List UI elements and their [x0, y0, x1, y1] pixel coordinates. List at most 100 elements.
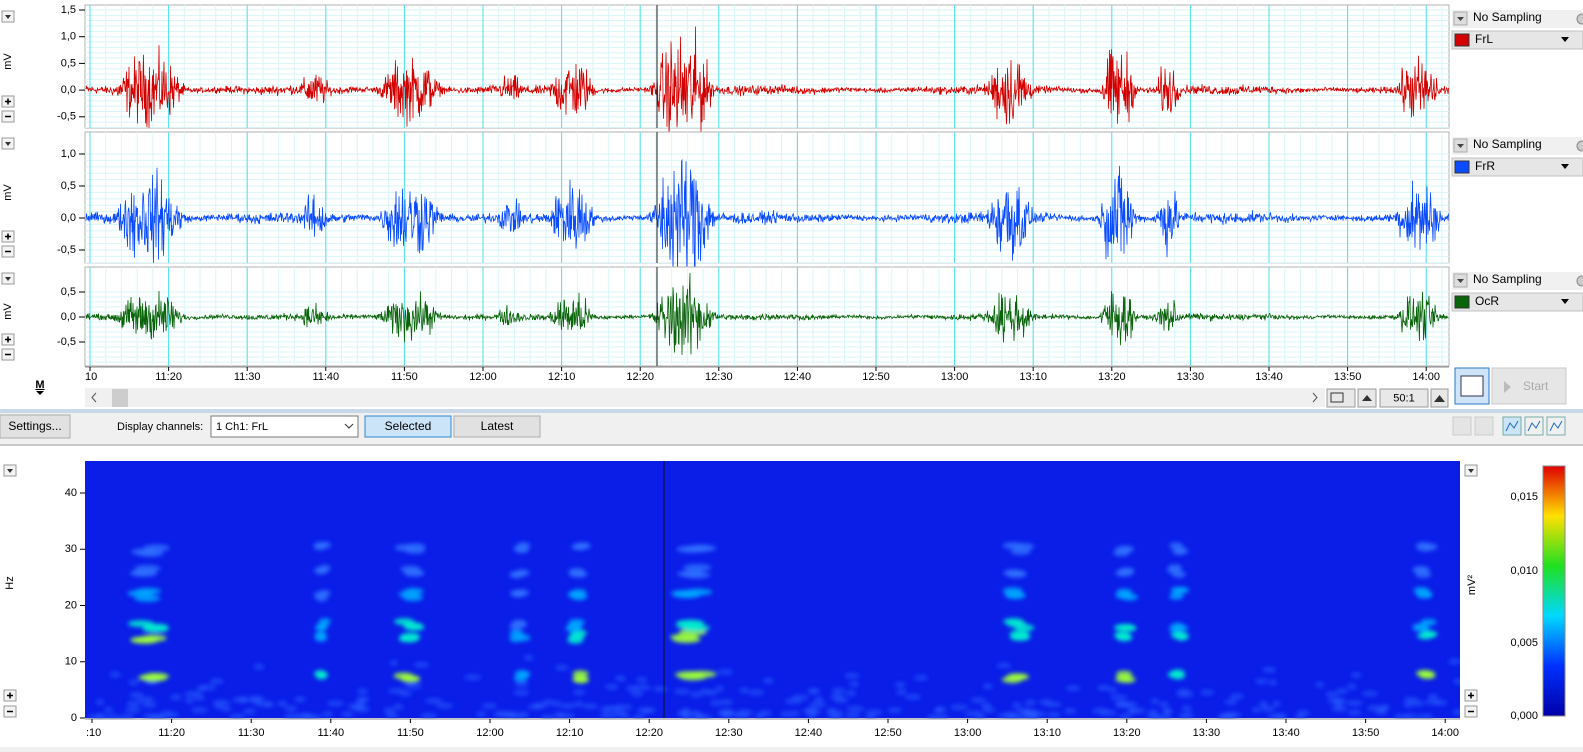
view-tool-icon: [1505, 420, 1519, 432]
time-tick-label: 12:40: [784, 371, 812, 383]
noise-blob: [996, 662, 1011, 669]
colorbar: [1542, 465, 1566, 717]
noise-blob: [896, 688, 907, 695]
sampling-button[interactable]: [1452, 137, 1582, 155]
y-tick-label: 0,5: [61, 286, 76, 298]
y-tick-label: 0,5: [61, 57, 76, 69]
scrollbar[interactable]: [85, 388, 1325, 407]
sampling-drop-icon: [1457, 279, 1464, 283]
noise-blob: [1452, 678, 1460, 685]
unit-label: mV: [2, 184, 14, 201]
noise-blob: [997, 712, 1014, 719]
sampling-label: No Sampling: [1473, 137, 1542, 151]
spectral-blob: [1416, 590, 1433, 598]
noise-blob: [845, 690, 857, 697]
spectral-blob: [1001, 676, 1022, 684]
display-channels-select[interactable]: [210, 415, 359, 438]
noise-blob: [1346, 683, 1357, 690]
time-tick-label: 12:30: [705, 371, 733, 383]
spectral-blob: [1115, 632, 1132, 640]
noise-blob: [1162, 708, 1173, 715]
noise-blob: [604, 683, 619, 690]
noise-blob: [673, 688, 691, 695]
sampling-button[interactable]: [1452, 10, 1582, 28]
sampling-drop-icon: [1457, 17, 1464, 21]
noise-blob: [399, 690, 412, 697]
settings-button[interactable]: [0, 414, 71, 439]
noise-blob: [464, 674, 482, 681]
time-tick-label: 11:20: [158, 727, 185, 739]
channel-select[interactable]: [1451, 157, 1583, 177]
noise-blob: [95, 699, 105, 706]
time-tick-label: 10: [85, 371, 97, 383]
noise-blob: [981, 702, 992, 709]
noise-blob: [790, 710, 800, 717]
noise-blob: [141, 701, 157, 708]
spectral-blob: [1167, 566, 1182, 574]
time-tick-label: 13:40: [1255, 371, 1283, 383]
noise-blob: [1315, 681, 1325, 688]
noise-blob: [572, 689, 586, 696]
marker-button[interactable]: M: [35, 379, 44, 391]
channel-select[interactable]: [1451, 292, 1583, 312]
spectral-blob: [129, 569, 156, 577]
spectral-blob: [511, 590, 526, 598]
noise-blob: [1262, 666, 1277, 673]
time-tick-label: 12:00: [469, 371, 497, 383]
spectral-blob: [574, 542, 591, 550]
noise-blob: [1119, 713, 1132, 719]
time-tick-label: 13:20: [1113, 727, 1141, 739]
y-tick-label: 0,0: [61, 84, 76, 96]
scroll-thumb[interactable]: [112, 389, 128, 407]
time-tick-label: 11:50: [397, 727, 424, 739]
scroll-right: [1312, 392, 1318, 403]
toolbar: Settings... Display channels: 1 Ch1: FrL Se…: [0, 414, 1566, 439]
noise-blob: [1108, 686, 1117, 693]
noise-blob: [932, 714, 950, 719]
eeg-trace: [85, 26, 1449, 138]
time-tick-label: 13:00: [941, 371, 969, 383]
eeg-trace: [85, 158, 1449, 276]
channel-menu-button-icon: [5, 277, 11, 281]
noise-blob: [170, 694, 182, 701]
spectral-blob: [131, 548, 158, 556]
spectral-blob: [1421, 630, 1438, 638]
noise-blob: [715, 685, 724, 692]
latest-button[interactable]: [453, 415, 541, 438]
spectral-blob: [403, 569, 424, 577]
noise-blob: [1294, 714, 1305, 719]
noise-blob: [1047, 711, 1061, 718]
noise-blob: [119, 714, 135, 719]
noise-blob: [1448, 658, 1460, 665]
noise-blob: [238, 696, 248, 703]
noise-blob: [735, 709, 754, 716]
noise-blob: [1381, 704, 1390, 711]
spectrogram-blobs: [88, 541, 1460, 719]
sampling-button[interactable]: [1452, 272, 1582, 290]
noise-blob: [599, 712, 617, 719]
spectral-blob: [1174, 586, 1189, 594]
spectral-blob: [1009, 630, 1030, 638]
time-tick-label: :10: [86, 727, 101, 739]
noise-blob: [1327, 698, 1342, 705]
spectral-blob: [1114, 624, 1131, 632]
time-tick-label: 13:10: [1019, 371, 1047, 383]
spectral-blob: [509, 635, 524, 643]
spectral-blob: [135, 587, 162, 595]
noise-blob: [739, 687, 750, 694]
time-tick-label: 11:40: [312, 371, 339, 383]
noise-blob: [1217, 714, 1235, 719]
noise-blob: [1335, 688, 1349, 695]
spectral-blob: [1413, 566, 1430, 574]
noise-blob: [679, 710, 696, 717]
noise-blob: [1331, 705, 1348, 712]
noise-blob: [1275, 713, 1288, 719]
noise-blob: [482, 702, 497, 709]
noise-blob: [304, 714, 323, 719]
noise-blob: [1099, 709, 1117, 716]
noise-blob: [210, 678, 224, 685]
selected-button[interactable]: [364, 415, 452, 438]
y-tick-label: 0: [71, 712, 77, 724]
noise-blob: [865, 714, 877, 719]
channel-select[interactable]: [1451, 30, 1583, 50]
